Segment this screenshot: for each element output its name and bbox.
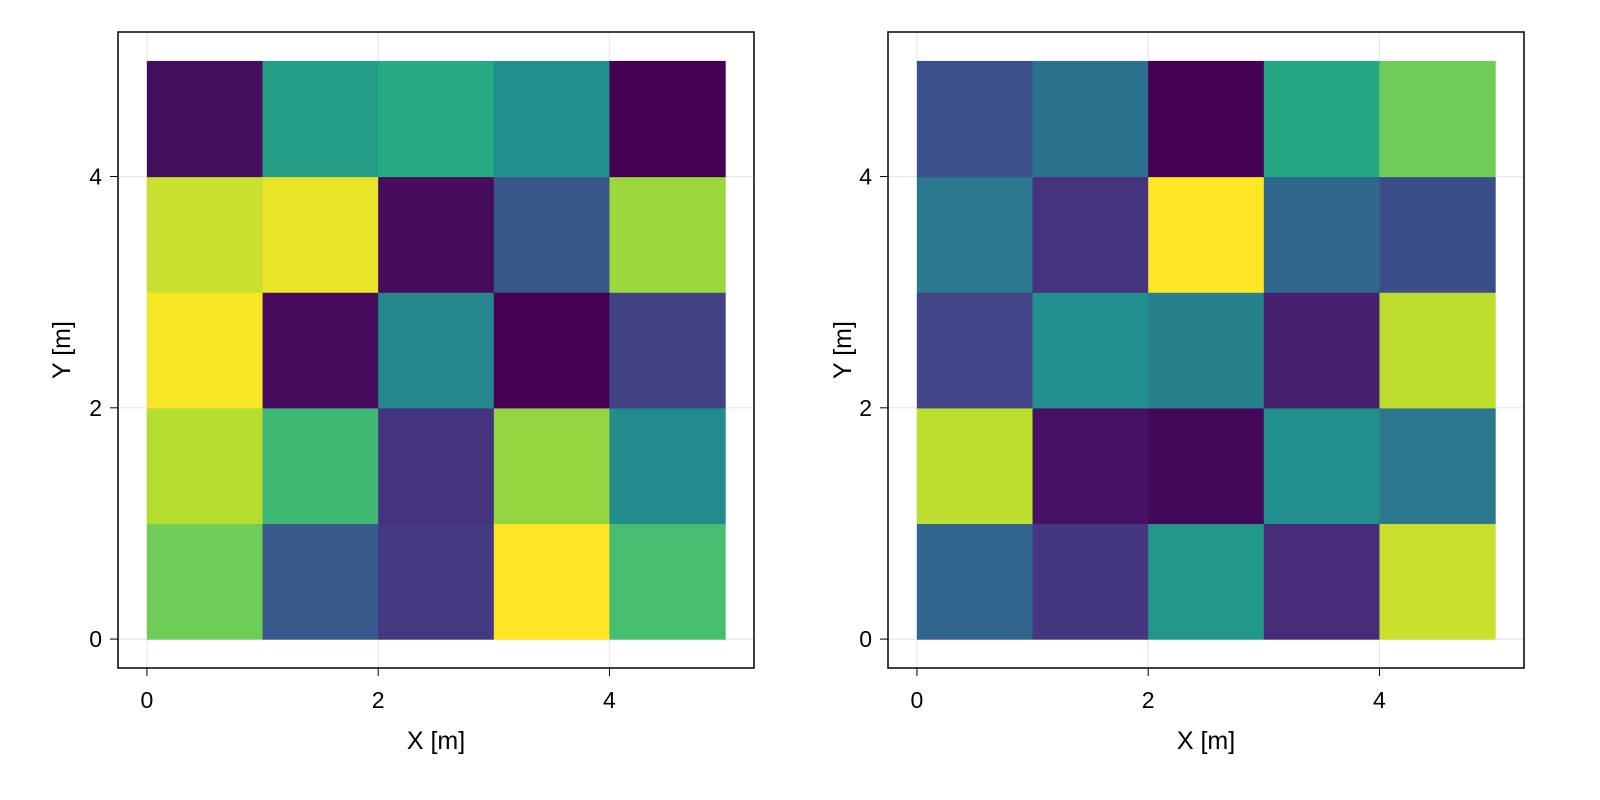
y-axis-label: Y [m] [829,321,857,379]
heatmap-cell [916,292,1034,409]
x-tick-label: 4 [603,687,616,713]
y-tick-label: 0 [859,626,872,652]
heatmap-cell [1148,292,1265,409]
heatmap-cell [1379,60,1496,178]
heatmap-cell [1263,407,1381,525]
heatmap-cell [1263,60,1381,178]
heatmap-cell [1032,523,1149,640]
y-tick-label: 4 [859,164,872,190]
heatmap-cell [609,176,726,293]
heatmap-cell [146,176,264,293]
heatmap-cell [1379,292,1496,409]
x-tick-label: 2 [1142,687,1155,713]
heatmap-cell [378,292,495,409]
plot-frame [117,31,755,669]
heatmap-cell [1263,292,1381,409]
heatmap-cell [146,407,264,525]
heatmap-cell [609,292,726,409]
heatmap-cell [916,523,1034,640]
heatmap-cell [1379,407,1496,525]
heatmap-cell [1379,523,1496,640]
y-tick-label: 4 [89,164,102,190]
heatmap-cell [1148,523,1265,640]
heatmap-cell [1032,176,1149,293]
heatmap-cell [146,292,264,409]
heatmap-cell [1379,176,1496,293]
heatmap-cell [493,176,611,293]
y-tick-label: 2 [89,395,102,421]
heatmap-cell [262,407,379,525]
x-axis-label: X [m] [407,727,465,755]
heatmap-cell [1263,523,1381,640]
heatmap-cell [916,60,1034,178]
heatmap-cell [378,523,495,640]
heatmap-cell [609,407,726,525]
heatmap-cell [1032,407,1149,525]
heatmap-cell [378,60,495,178]
heatmap-cell [916,407,1034,525]
heatmap-cell [493,292,611,409]
heatmap-panel-left: X [m] Y [m] 0 2 4 0 2 4 [48,31,755,755]
heatmap-cell [262,60,379,178]
x-tick-label: 0 [911,687,924,713]
heatmap-cell [1148,60,1265,178]
heatmap-cell [146,60,264,178]
heatmap-cell [1032,60,1149,178]
heatmap-cell [609,60,726,178]
heatmap-cell [916,176,1034,293]
x-tick-label: 2 [372,687,385,713]
heatmap-cell [493,523,611,640]
heatmap-cell [262,292,379,409]
heatmap-cell [1148,176,1265,293]
y-tick-label: 2 [859,395,872,421]
heatmap-cell [1032,292,1149,409]
heatmap-panel-right: X [m] Y [m] 0 2 4 0 2 4 [829,31,1525,755]
x-axis-label: X [m] [1177,727,1235,755]
heatmap-cell [378,176,495,293]
heatmap-cell [146,523,264,640]
y-tick-label: 0 [89,626,102,652]
y-axis-label: Y [m] [48,321,76,379]
heatmap-cell [493,60,611,178]
heatmap-cell [378,407,495,525]
heatmap-cell [609,523,726,640]
plot-frame [887,31,1525,669]
x-tick-label: 4 [1373,687,1386,713]
heatmap-cell [493,407,611,525]
x-tick-label: 0 [141,687,154,713]
heatmap-cell [1148,407,1265,525]
heatmap-cell [262,523,379,640]
heatmap-cell [1263,176,1381,293]
heatmap-cell [262,176,379,293]
